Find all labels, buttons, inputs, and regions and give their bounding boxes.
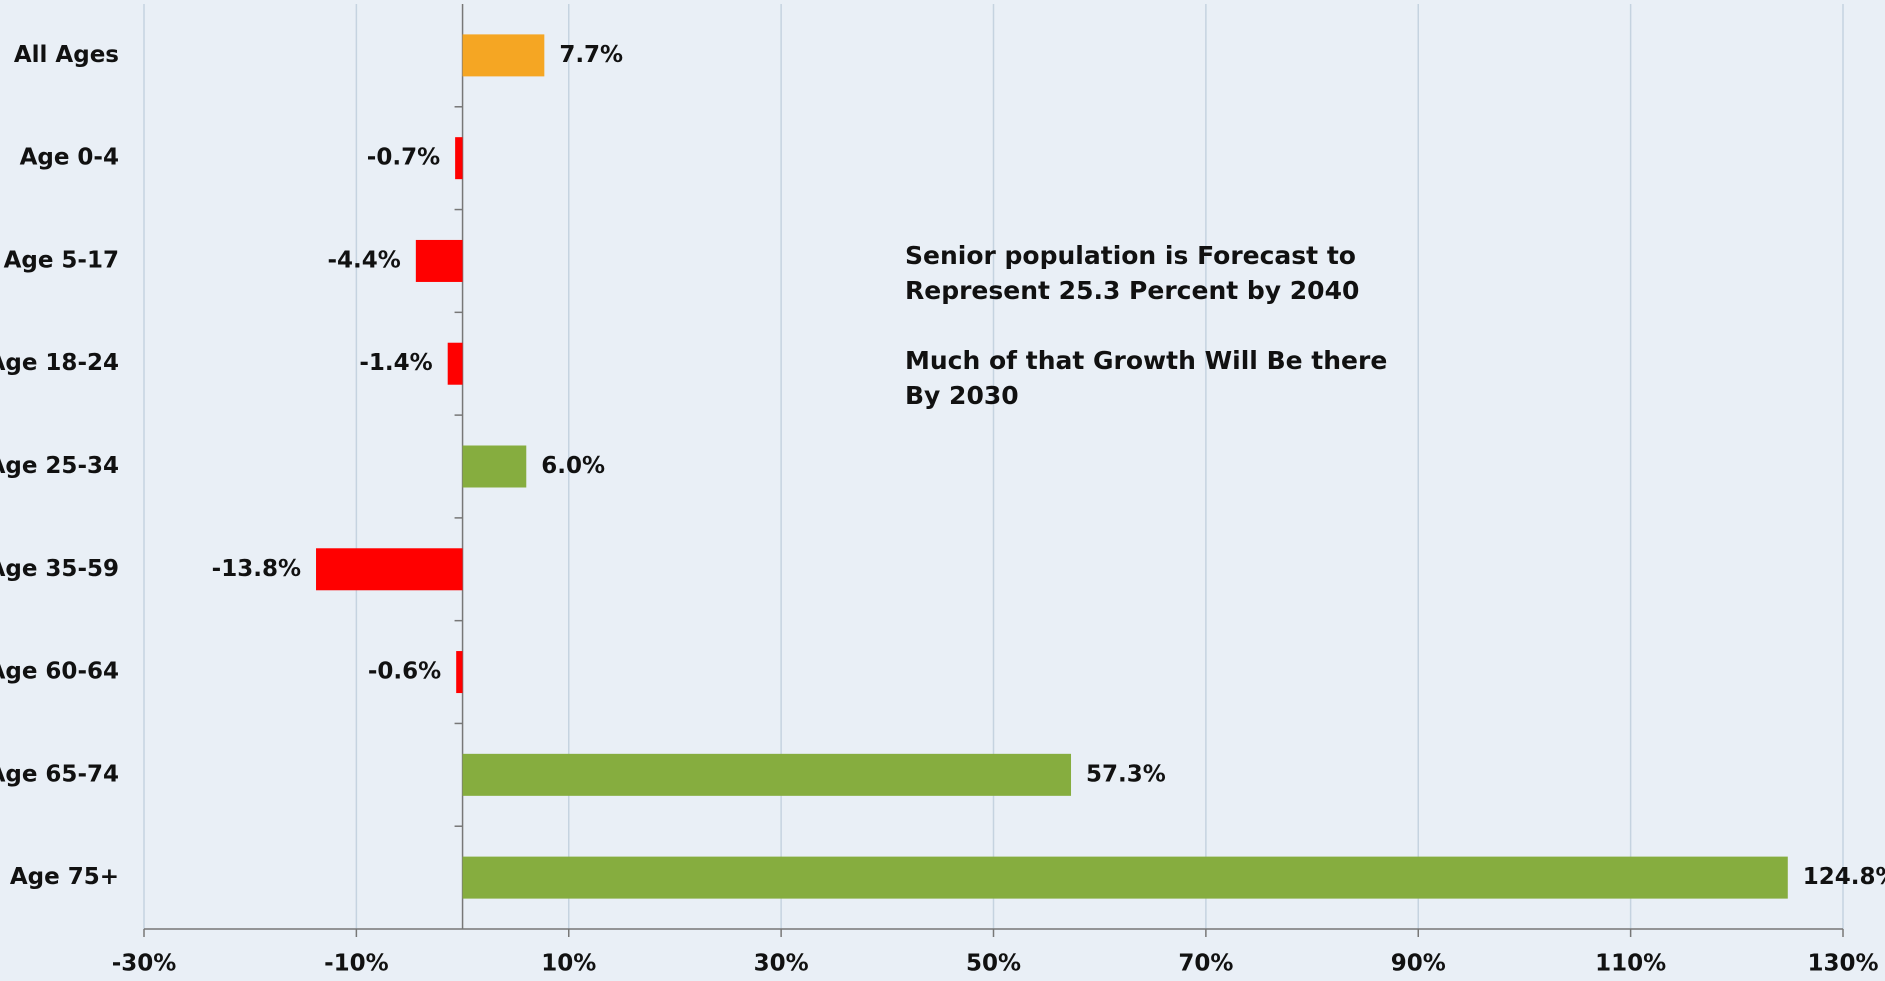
data-label: 7.7% bbox=[559, 42, 623, 68]
bar bbox=[316, 548, 463, 591]
data-label: -13.8% bbox=[212, 556, 301, 582]
x-tick-label: 30% bbox=[754, 951, 809, 977]
data-label: 57.3% bbox=[1086, 761, 1166, 787]
bar bbox=[456, 651, 463, 694]
bar bbox=[447, 342, 463, 385]
y-tick-label: Age 35-59 bbox=[0, 556, 119, 582]
data-label: 124.8% bbox=[1803, 864, 1885, 890]
data-label: -0.7% bbox=[367, 145, 440, 171]
x-tick-label: 110% bbox=[1595, 951, 1666, 977]
x-tick-label: 70% bbox=[1178, 951, 1233, 977]
y-tick-label: Age 75+ bbox=[10, 864, 119, 890]
bar bbox=[462, 34, 545, 77]
bar bbox=[415, 239, 463, 282]
y-tick-label: Age 0-4 bbox=[20, 145, 119, 171]
bar bbox=[462, 445, 527, 488]
data-label: -0.6% bbox=[368, 659, 441, 685]
data-label: -1.4% bbox=[359, 350, 432, 376]
y-tick-label: Age 18-24 bbox=[0, 350, 119, 376]
y-tick-label: Age 60-64 bbox=[0, 659, 119, 685]
y-tick-label: Age 5-17 bbox=[4, 247, 119, 273]
annotation: Senior population is Forecast to bbox=[905, 241, 1356, 270]
x-tick-label: 10% bbox=[541, 951, 596, 977]
x-tick-label: 90% bbox=[1391, 951, 1446, 977]
x-tick-label: 50% bbox=[966, 951, 1021, 977]
y-tick-label: Age 65-74 bbox=[0, 761, 119, 787]
bar bbox=[462, 753, 1072, 796]
x-tick-label: -10% bbox=[324, 951, 389, 977]
data-label: 6.0% bbox=[541, 453, 605, 479]
y-tick-label: Age 25-34 bbox=[0, 453, 119, 479]
annotation: By 2030 bbox=[905, 381, 1019, 410]
bar bbox=[455, 137, 463, 180]
annotation: Much of that Growth Will Be there bbox=[905, 346, 1387, 375]
data-label: -4.4% bbox=[327, 247, 400, 273]
y-tick-label: All Ages bbox=[14, 42, 119, 68]
x-tick-label: 130% bbox=[1807, 951, 1878, 977]
annotation: Represent 25.3 Percent by 2040 bbox=[905, 276, 1359, 305]
bar bbox=[462, 856, 1788, 899]
x-tick-label: -30% bbox=[112, 951, 177, 977]
